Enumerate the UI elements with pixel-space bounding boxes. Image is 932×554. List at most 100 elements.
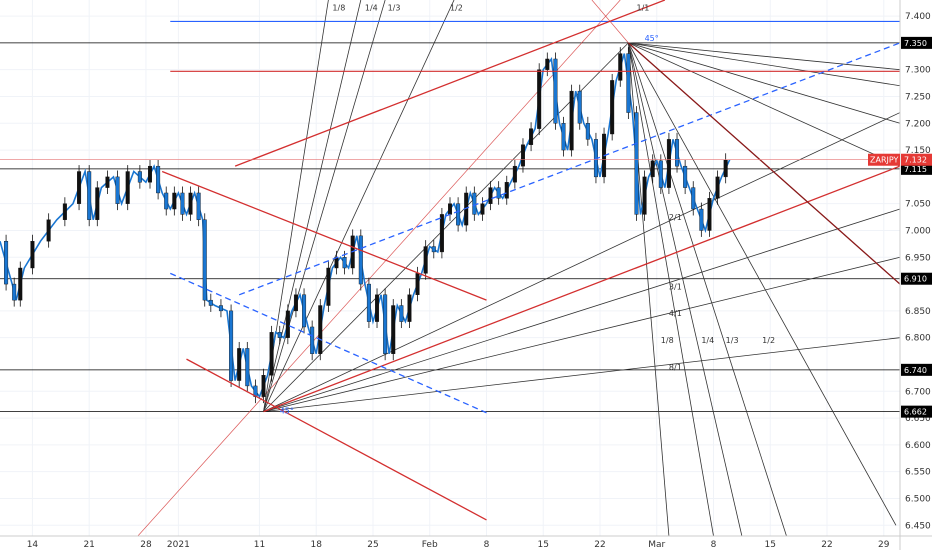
x-tick-label: 29 (878, 540, 890, 550)
y-tick-label: 6.650 (905, 414, 931, 424)
candle-body (4, 240, 9, 285)
candle-body (188, 192, 193, 215)
candle-body (456, 203, 461, 226)
fan-down-label: 4/1 (669, 309, 682, 318)
fan-down-line (628, 42, 897, 526)
y-tick-label: 6.800 (905, 334, 931, 344)
candle-body (520, 144, 525, 167)
candle-body (715, 176, 720, 199)
price-level-tag (901, 162, 932, 175)
price-level-tag-label: 6.740 (904, 366, 927, 375)
candle-body (366, 283, 371, 322)
trend-line (170, 272, 487, 414)
price-level-tag (901, 363, 932, 376)
candle-body (634, 112, 639, 215)
fan-down-label: 8/1 (669, 363, 682, 372)
price-level-tag-label: 6.662 (904, 408, 927, 417)
x-tick-label: 11 (254, 540, 265, 550)
x-tick-label: 15 (538, 540, 549, 550)
x-tick-label: 15 (765, 540, 776, 550)
candle-body (691, 187, 696, 210)
fan-up-label: 1/3 (388, 4, 401, 13)
fan-down-label: 3/1 (669, 282, 682, 291)
candle-body (87, 171, 92, 220)
candle-body (62, 203, 67, 220)
candle-body (626, 53, 631, 113)
y-tick-label: 7.000 (905, 226, 931, 236)
candle-body (415, 273, 420, 295)
candle-body (658, 160, 663, 188)
candle-body (488, 187, 493, 204)
x-tick-label: 21 (83, 540, 94, 550)
candle-body (125, 171, 130, 204)
candle-body (699, 208, 704, 231)
candle-body (302, 294, 307, 328)
fan-up-line (263, 0, 455, 412)
candle-body (208, 299, 213, 306)
x-tick-label: 8 (711, 540, 717, 550)
trend-line (186, 358, 487, 521)
candle-body (561, 123, 566, 151)
price-level-tag-label: 6.910 (904, 275, 927, 284)
time-axis-bg (0, 536, 932, 550)
candle-body (46, 219, 51, 242)
trend-line (234, 0, 666, 167)
candle-body (423, 246, 428, 274)
candle-body (399, 305, 404, 322)
candle-body (610, 80, 615, 135)
candle-body (723, 159, 728, 178)
candle-body (137, 171, 142, 183)
candle-body (18, 267, 23, 301)
fan-up-line (263, 112, 901, 413)
y-tick-label: 7.400 (905, 12, 931, 22)
candle-body (504, 182, 509, 199)
fan-up-line (263, 337, 901, 413)
trend-line (627, 42, 901, 285)
candle-body (318, 305, 323, 354)
candle-body (642, 176, 647, 215)
fan-up-line (263, 0, 386, 412)
candle-body (30, 240, 35, 269)
angle-label: 45° (645, 34, 659, 43)
candle-body (277, 332, 282, 338)
trend-layer (0, 0, 901, 521)
fan-up-line (263, 256, 901, 413)
candle-body (229, 310, 234, 381)
x-tick-label: 8 (484, 540, 490, 550)
y-tick-label: 7.150 (905, 146, 931, 156)
fan-up-label: 1/4 (365, 4, 378, 13)
candle-body (310, 326, 315, 354)
x-tick-label: 28 (140, 540, 152, 550)
candle-body (245, 348, 250, 387)
current-price-tag-label: 7.132 (904, 156, 927, 165)
candle-body (196, 192, 201, 220)
trend-line (161, 170, 487, 301)
fan-up-line (263, 42, 629, 412)
price-level-tag-label: 7.115 (904, 165, 927, 174)
fan-down-label: 1/2 (762, 336, 775, 345)
candle-body (147, 165, 152, 183)
candle-body (545, 58, 550, 70)
candle-body (342, 257, 347, 269)
x-tick-label: 14 (27, 540, 39, 550)
trend-line (263, 165, 901, 413)
y-tick-label: 6.500 (905, 494, 931, 504)
fan-up-label: 1/1 (636, 4, 649, 13)
trend-line (238, 42, 901, 296)
candle-body (383, 294, 388, 354)
candle-body (480, 203, 485, 215)
fan-down-line (627, 42, 787, 537)
x-tick-label: 22 (821, 540, 832, 550)
candle-body (105, 176, 110, 188)
y-tick-label: 6.950 (905, 253, 931, 263)
price-level-tag (901, 36, 932, 49)
candle-body (156, 165, 161, 194)
fan-up-label: 1/2 (450, 4, 463, 13)
candle-body (553, 58, 558, 124)
candle-body (448, 203, 453, 215)
fan-layer (263, 0, 901, 537)
candle-body (115, 176, 120, 204)
y-tick-label: 6.550 (905, 468, 931, 478)
